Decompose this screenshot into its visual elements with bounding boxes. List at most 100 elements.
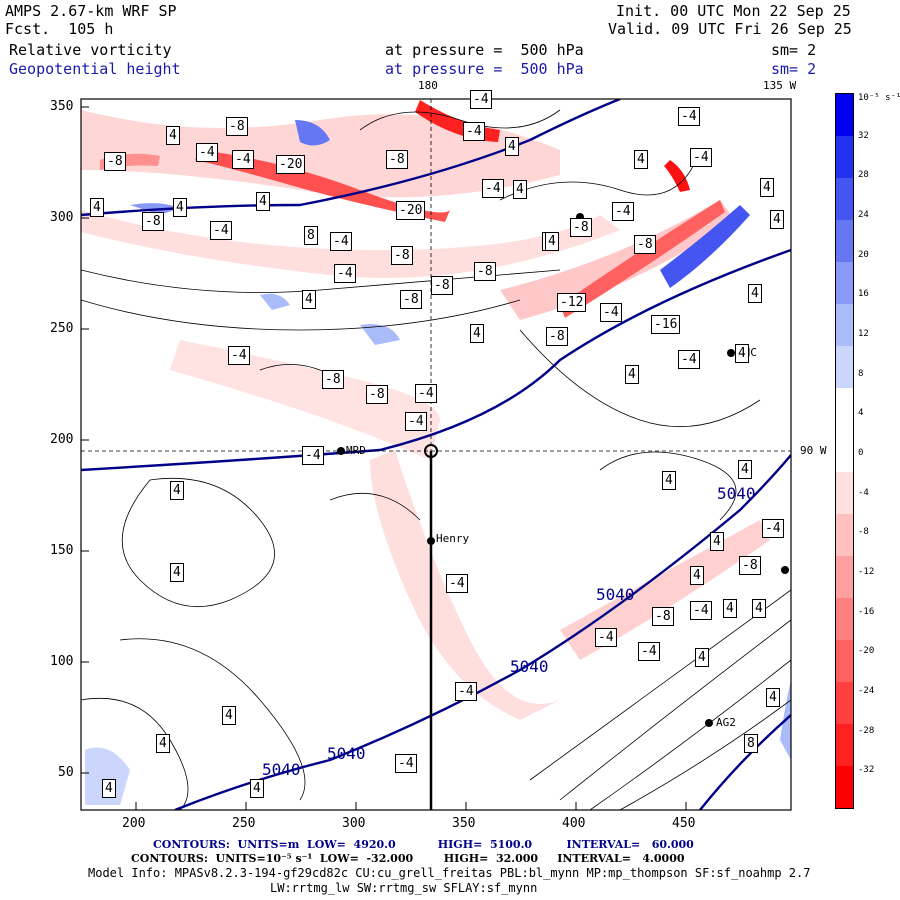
vorticity-contour-label: -8: [739, 556, 761, 575]
vorticity-contour-label: -4: [482, 179, 504, 198]
station-mrd-marker: [337, 447, 345, 455]
vorticity-contour-label: -4: [415, 384, 437, 403]
vorticity-contour-label: -4: [612, 202, 634, 221]
valid-time: Valid. 09 UTC Fri 26 Sep 25: [608, 20, 852, 38]
vorticity-contour-label: -8: [366, 385, 388, 404]
vorticity-contour-label: 4: [250, 779, 264, 798]
vorticity-contour-label: 4: [90, 198, 104, 217]
vorticity-contour-label: -4: [228, 346, 250, 365]
contours-vorticity-info: CONTOURS: UNITS=10⁻⁵ s⁻¹ LOW= -32.000 HI…: [131, 852, 685, 865]
vorticity-contour-label: -8: [570, 218, 592, 237]
colorbar-level-label: 4: [858, 408, 864, 419]
vorticity-contour-label: -4: [678, 350, 700, 369]
vorticity-contour-label: -4: [196, 143, 218, 162]
model-info-radiation: LW:rrtmg_lw SW:rrtmg_sw SFLAY:sf_mynn: [270, 881, 538, 895]
station-label-ag2: AG2: [716, 716, 736, 729]
colorbar-swatch: [836, 430, 853, 472]
vorticity-contour-label: -8: [474, 262, 496, 281]
vorticity-contour-label: 4: [513, 180, 527, 199]
colorbar-level-label: 32: [858, 130, 869, 141]
x-tick-label: 350: [452, 816, 476, 831]
vorticity-contour-label: -4: [330, 232, 352, 251]
colorbar-swatch: [836, 598, 853, 640]
colorbar-level-label: 8: [858, 368, 864, 379]
vorticity-contour-label: -4: [302, 446, 324, 465]
vorticity-contour-label: -8: [226, 117, 248, 136]
vorticity-contour-label: 4: [156, 734, 170, 753]
vorticity-contour-label: -4: [600, 303, 622, 322]
colorbar-level-label: 28: [858, 170, 869, 181]
x-tick-label: 250: [232, 816, 256, 831]
vorticity-contour-label: 4: [748, 284, 762, 303]
vorticity-contour-label: -20: [276, 155, 306, 174]
vorticity-contour-label: 4: [738, 460, 752, 479]
init-time: Init. 00 UTC Mon 22 Sep 25: [616, 2, 851, 20]
vorticity-contour-label: 4: [662, 471, 676, 490]
station-ag2-marker: [705, 719, 713, 727]
height-label: 5040: [717, 484, 756, 503]
x-tick-label: 200: [122, 816, 146, 831]
lat-label-right: 90 W: [800, 444, 827, 457]
colorbar-level-label: 20: [858, 249, 869, 260]
vorticity-contour-label: 8: [304, 226, 318, 245]
vorticity-contour-label: 4: [222, 706, 236, 725]
x-tick-label: 400: [562, 816, 586, 831]
station-henry-marker: [427, 537, 435, 545]
y-tick-label: 100: [50, 654, 74, 669]
vorticity-contour-label: -4: [446, 574, 468, 593]
vorticity-contour-label: 4: [634, 150, 648, 169]
model-title: AMPS 2.67-km WRF SP: [5, 2, 177, 20]
vorticity-contour-label: -4: [232, 150, 254, 169]
vorticity-contour-label: -8: [400, 290, 422, 309]
vorticity-contour-label: -8: [386, 150, 408, 169]
vorticity-contour-label: -8: [104, 152, 126, 171]
colorbar-swatch: [836, 262, 853, 304]
contours-height-info: CONTOURS: UNITS=m LOW= 4920.0 HIGH= 5100…: [153, 838, 694, 851]
axis-ticks: [81, 106, 687, 810]
x-tick-label: 300: [342, 816, 366, 831]
vorticity-contour-label: 4: [170, 563, 184, 582]
y-tick-label: 300: [50, 210, 74, 225]
colorbar-swatch: [836, 304, 853, 346]
colorbar-level-label: 12: [858, 329, 869, 339]
forecast-hour: Fcst. 105 h: [5, 20, 114, 38]
model-info: Model Info: MPASv8.2.3-194-gf29cd82c CU:…: [88, 866, 811, 880]
vorticity-contour-label: 4: [505, 137, 519, 156]
colorbar-swatch: [836, 514, 853, 556]
vorticity-contour-label: -4: [395, 754, 417, 773]
vorticity-contour-label: -16: [651, 315, 681, 334]
vorticity-contour-label: -8: [322, 370, 344, 389]
vorticity-contour-label: 4: [760, 178, 774, 197]
station-hnc-marker: [727, 349, 735, 357]
colorbar-swatch: [836, 640, 853, 682]
field1-smoothing: sm= 2: [771, 41, 817, 59]
vorticity-contour-label: 4: [735, 344, 749, 363]
colorbar-level-label: -24: [858, 686, 875, 696]
vorticity-contour-label: -12: [557, 293, 587, 312]
station-label-henry: Henry: [436, 532, 470, 545]
lon-label-top: 180: [418, 79, 438, 92]
vorticity-contour-label: -4: [678, 107, 700, 126]
vorticity-contour-label: -8: [634, 235, 656, 254]
colorbar-level-label: -32: [858, 765, 875, 776]
vorticity-contour-label: 4: [690, 566, 704, 585]
vorticity-contour-label: -8: [652, 607, 674, 626]
vorticity-contour-label: 4: [723, 599, 737, 618]
colorbar-level-label: -8: [858, 527, 869, 538]
vorticity-contour-label: 4: [625, 365, 639, 384]
y-tick-label: 150: [50, 543, 74, 558]
vorticity-contour-label: -4: [334, 264, 356, 283]
colorbar-swatch: [836, 556, 853, 598]
colorbar-level-label: 16: [858, 289, 869, 300]
colorbar-level-label: 0: [858, 448, 864, 458]
colorbar: [835, 93, 854, 809]
height-label: 5040: [327, 744, 366, 763]
vorticity-contour-label: 4: [102, 779, 116, 798]
vorticity-contour-label: -4: [210, 221, 232, 240]
vorticity-contour-label: -4: [595, 628, 617, 647]
height-label: 5040: [262, 760, 301, 779]
field2-level: at pressure = 500 hPa: [385, 60, 584, 78]
colorbar-swatch: [836, 220, 853, 262]
station-label-mrd: MRD: [346, 444, 366, 457]
